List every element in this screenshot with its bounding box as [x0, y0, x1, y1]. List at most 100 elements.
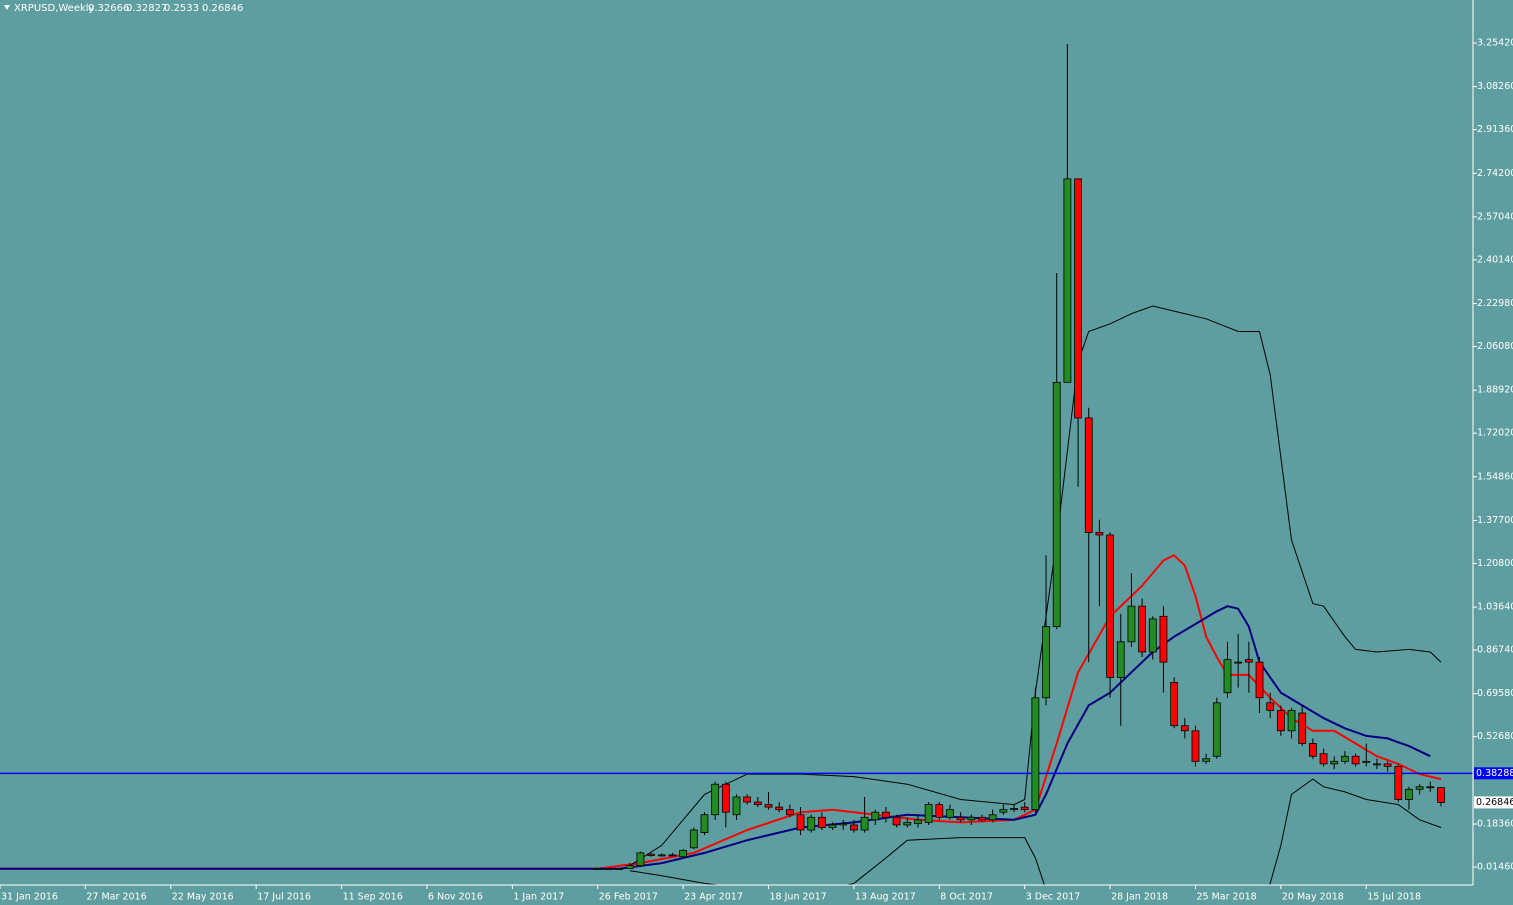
- candle-body: [657, 854, 666, 857]
- candle-body: [914, 819, 922, 825]
- menu-arrow[interactable]: [4, 5, 10, 10]
- y-tick-label: 1.54860: [1477, 471, 1513, 482]
- candle-body: [753, 801, 762, 805]
- candle-body: [1095, 532, 1104, 536]
- candle-body: [1426, 786, 1435, 789]
- candle-body: [860, 816, 869, 831]
- candle-body: [1437, 787, 1445, 803]
- candle-body: [828, 824, 837, 828]
- y-tick-label: 3.08260: [1477, 81, 1513, 92]
- candle-body: [1127, 605, 1136, 643]
- plot-area: [0, 44, 1473, 885]
- candle-body: [636, 852, 645, 867]
- candle-body: [593, 868, 602, 870]
- candle-body: [1074, 178, 1082, 419]
- candle-body: [668, 854, 677, 857]
- level-price-box: [1474, 767, 1513, 780]
- candle-body: [1052, 381, 1061, 627]
- candle-body: [892, 816, 901, 826]
- candle-body: [1148, 618, 1157, 653]
- candle-body: [1020, 806, 1029, 811]
- axes: 0.01460 0.18360 0.52680 0.69580 0.86740 1.036…: [0, 37, 1513, 903]
- candle-body: [796, 814, 805, 831]
- level-price-label: 0.38288: [1476, 768, 1513, 779]
- x-tick-label: 26 Feb 2017: [599, 892, 658, 903]
- candle-body: [1298, 712, 1307, 744]
- candle-body: [1170, 682, 1179, 727]
- y-tick-label: 0.69580: [1477, 688, 1513, 699]
- y-tick-label: 1.03640: [1477, 602, 1513, 613]
- x-tick-label: 27 Mar 2016: [86, 892, 146, 903]
- candle-body: [1415, 786, 1424, 790]
- x-tick-label: 6 Nov 2016: [428, 892, 483, 903]
- y-tick-label: 1.88920: [1477, 385, 1513, 396]
- candle-body: [743, 796, 752, 803]
- close-price-box: [1474, 796, 1513, 809]
- y-tick-label: 0.18360: [1477, 819, 1513, 830]
- candle-body: [647, 853, 656, 856]
- candle-body: [689, 829, 698, 849]
- candle-body: [1405, 788, 1413, 800]
- candle-body: [903, 821, 912, 826]
- candle-body: [946, 809, 954, 818]
- y-tick-label: 0.86740: [1477, 645, 1513, 656]
- candle-body: [604, 868, 613, 870]
- candle-body: [807, 816, 816, 831]
- candle-body: [871, 811, 880, 821]
- ohlc-open: 0.32666: [88, 3, 129, 14]
- candle-body: [935, 804, 944, 818]
- y-tick-label: 0.01460: [1477, 861, 1513, 872]
- y-tick-label: 2.74200: [1477, 168, 1513, 179]
- candle-body: [1116, 641, 1125, 678]
- candle-body: [1394, 766, 1403, 800]
- x-tick-label: 22 May 2016: [172, 892, 234, 903]
- x-tick-label: 11 Sep 2016: [343, 892, 403, 903]
- candle-body: [1287, 710, 1296, 732]
- candle-body: [1191, 730, 1200, 762]
- x-tick-label: 23 Apr 2017: [684, 892, 743, 903]
- candle-body: [721, 783, 730, 813]
- y-tick-label: 2.06080: [1477, 341, 1513, 352]
- y-tick-label: 1.20800: [1477, 558, 1513, 569]
- x-tick-label: 15 Jul 2018: [1367, 892, 1421, 903]
- candle-body: [882, 811, 890, 818]
- candle-body: [978, 816, 986, 821]
- symbol-title: XRPUSD,Weekly: [14, 3, 95, 14]
- x-tick-label: 25 Mar 2018: [1196, 892, 1256, 903]
- candle-body: [711, 783, 720, 816]
- y-tick-label: 1.37700: [1477, 515, 1513, 526]
- indicator-line: [629, 778, 1442, 885]
- x-tick-label: 28 Jan 2018: [1111, 892, 1168, 903]
- candle-body: [999, 809, 1008, 813]
- x-tick-label: 18 Jun 2017: [770, 892, 827, 903]
- y-tick-label: 0.52680: [1477, 731, 1513, 742]
- x-tick-label: 20 May 2018: [1282, 892, 1344, 903]
- candle-body: [1084, 417, 1093, 533]
- candle-body: [817, 816, 826, 828]
- candle-body: [1362, 760, 1371, 763]
- candle-body: [1010, 807, 1018, 811]
- candle-body: [1063, 178, 1072, 383]
- candle-body: [1255, 661, 1264, 699]
- y-tick-label: 2.22980: [1477, 298, 1513, 309]
- ohlc-low: 0.2533: [164, 3, 199, 14]
- candle-body: [615, 868, 623, 870]
- candle-body: [1373, 763, 1381, 766]
- candle-body: [679, 849, 688, 858]
- candle-body: [850, 824, 858, 831]
- x-tick-label: 17 Jul 2016: [257, 892, 311, 903]
- x-tick-label: 8 Oct 2017: [940, 892, 993, 903]
- candle-body: [1234, 661, 1243, 664]
- candle-body: [1330, 760, 1339, 765]
- candle-body: [625, 865, 634, 869]
- candle-body: [1341, 755, 1349, 762]
- candle-body: [764, 804, 773, 808]
- ohlc-high: 0.32827: [126, 3, 167, 14]
- candle-body: [967, 816, 976, 821]
- candle-body: [1106, 534, 1114, 678]
- candle-body: [1351, 755, 1360, 765]
- candle-body: [732, 796, 741, 816]
- candle-body: [700, 814, 709, 833]
- candle-body: [1223, 659, 1232, 694]
